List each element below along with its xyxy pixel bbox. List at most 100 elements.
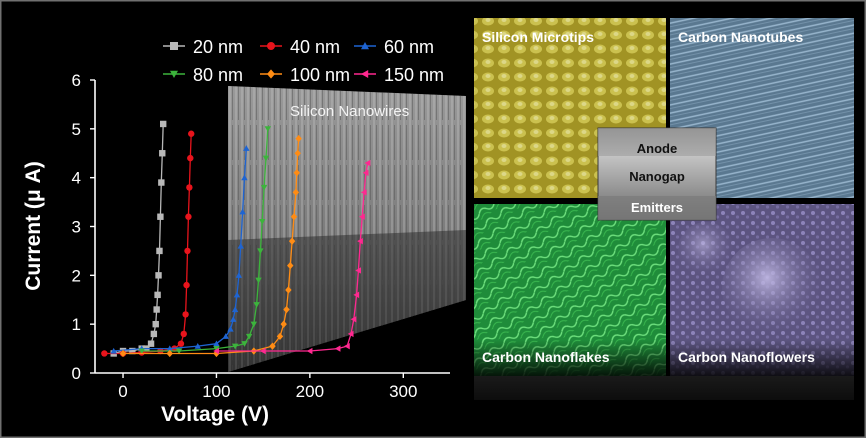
data-point: [253, 302, 260, 308]
nanogap-schematic: Anode Nanogap Emitters: [597, 127, 717, 221]
y-tick-label: 0: [72, 364, 81, 383]
data-point: [287, 261, 294, 270]
data-point: [222, 333, 229, 339]
data-point: [186, 184, 193, 191]
nanoflowers-image: Carbon Nanoflowers: [670, 204, 854, 376]
data-point: [153, 306, 160, 313]
data-point: [213, 349, 220, 358]
y-tick-label: 4: [72, 169, 81, 188]
data-point: [362, 169, 369, 176]
legend-label: 80 nm: [193, 65, 243, 85]
data-point: [119, 349, 127, 358]
data-point: [158, 179, 165, 186]
y-tick-label: 1: [72, 315, 81, 334]
data-point: [175, 348, 183, 355]
legend-item-20-nm: 20 nm: [163, 37, 243, 57]
data-point: [280, 320, 287, 328]
data-point: [350, 316, 357, 323]
legend-marker: [361, 70, 369, 78]
data-point: [347, 330, 354, 338]
data-point: [259, 347, 266, 355]
legend-item-40-nm: 40 nm: [260, 37, 340, 57]
x-axis-label: Voltage (V): [161, 403, 269, 426]
legend-marker: [267, 69, 275, 79]
legend: 20 nm 40 nm 60 nm 80 nm 100 nm 150 nm: [163, 37, 444, 85]
series-line-80-nm: [141, 128, 269, 352]
legend-item-150-nm: 150 nm: [354, 65, 444, 85]
series-80-nm: [138, 126, 272, 355]
data-point: [255, 277, 262, 284]
data-point: [157, 213, 164, 220]
data-point: [154, 291, 161, 299]
data-point: [290, 213, 298, 221]
data-point: [334, 345, 341, 352]
data-point: [285, 286, 292, 294]
data-point: [180, 330, 187, 338]
x-tick-label: 0: [118, 382, 127, 401]
series-150-nm: [213, 159, 371, 355]
data-point: [262, 155, 270, 162]
data-point: [241, 341, 248, 347]
data-point: [355, 267, 362, 274]
data-point: [239, 208, 246, 215]
y-tick-label: 6: [72, 71, 81, 90]
legend-item-100-nm: 100 nm: [260, 65, 350, 85]
y-tick-label: 5: [72, 120, 81, 139]
y-axis-label: Current (μ A): [22, 161, 45, 291]
data-point: [166, 345, 173, 352]
nanowires-label: Silicon Nanowires: [290, 103, 409, 120]
data-point: [237, 242, 244, 249]
data-point: [152, 320, 159, 328]
data-point: [358, 213, 365, 220]
data-point: [360, 189, 367, 196]
nanotubes-label: Carbon Nanotubes: [678, 29, 803, 45]
data-point: [292, 188, 300, 196]
data-point: [138, 348, 145, 355]
data-point: [364, 159, 371, 167]
y-tick-label: 2: [72, 266, 81, 285]
data-point: [259, 219, 266, 225]
data-point: [110, 347, 117, 354]
tick-labels: 0 100 200 300 0 1 2 3 4 5 6: [72, 71, 418, 401]
data-point: [230, 316, 237, 322]
data-point: [243, 145, 250, 151]
data-point: [159, 150, 166, 157]
data-point: [155, 272, 162, 279]
x-tick-label: 200: [296, 382, 324, 401]
data-point: [184, 247, 191, 255]
legend-marker: [170, 42, 178, 50]
data-point: [293, 169, 300, 177]
legend-item-80-nm: 80 nm: [163, 65, 243, 85]
x-tick-label: 300: [389, 382, 417, 401]
legend-item-60-nm: 60 nm: [354, 37, 434, 57]
data-point: [227, 325, 234, 332]
data-point: [156, 247, 163, 255]
data-point: [353, 291, 360, 299]
data-point: [166, 349, 173, 358]
data-point: [264, 126, 272, 133]
data-point: [283, 305, 290, 314]
data-point: [245, 333, 253, 340]
series-line-40-nm: [104, 133, 192, 355]
series-20-nm: [110, 120, 167, 357]
data-point: [276, 332, 284, 341]
data-point: [150, 330, 158, 338]
legend-marker: [361, 42, 369, 50]
series-60-nm: [110, 145, 250, 354]
data-point: [183, 281, 190, 289]
series-line-150-nm: [216, 162, 369, 352]
legend-marker: [267, 42, 275, 50]
data-point: [194, 342, 201, 349]
y-tick-label: 3: [72, 218, 81, 237]
legend-label: 20 nm: [193, 37, 243, 57]
series-line-20-nm: [113, 123, 164, 355]
nanoflakes-image: Carbon Nanoflakes: [474, 204, 666, 376]
data-point: [231, 306, 239, 313]
data-point: [288, 237, 296, 245]
data-point: [295, 134, 302, 143]
data-point: [257, 248, 264, 255]
data-point: [241, 174, 248, 181]
data-point: [233, 291, 241, 298]
